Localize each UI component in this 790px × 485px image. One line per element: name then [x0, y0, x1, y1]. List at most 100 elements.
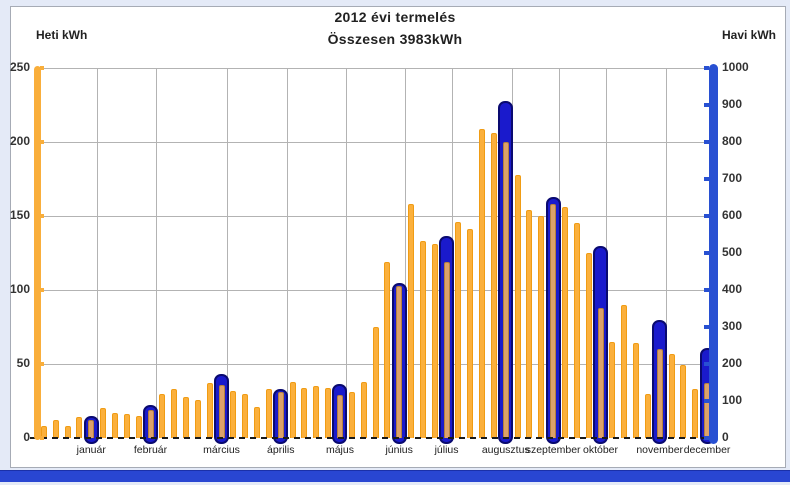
weekly-bar	[206, 383, 213, 438]
weekly-bar	[455, 221, 462, 438]
weekly-bar	[490, 133, 497, 438]
gridline-h	[38, 290, 713, 291]
gridline-h	[38, 142, 713, 143]
weekly-bar	[336, 395, 343, 438]
left-axis-tick-label: 200	[9, 134, 30, 148]
weekly-bar	[194, 399, 201, 438]
weekly-bar	[242, 393, 249, 438]
weekly-bar	[88, 420, 95, 438]
weekly-bar	[585, 253, 592, 438]
right-axis-tick-label: 500	[722, 245, 743, 259]
left-axis-tick-label: 50	[16, 356, 30, 370]
gridline-v	[345, 68, 347, 438]
weekly-bar	[396, 285, 403, 438]
month-label-március: március	[203, 444, 240, 456]
chart-title: 2012 évi termelés	[334, 9, 456, 25]
right-axis-tick-label: 200	[722, 356, 743, 370]
weekly-bar	[254, 406, 261, 438]
weekly-bar	[313, 386, 320, 438]
right-axis-tick-label: 1000	[722, 60, 749, 74]
gridline-v	[227, 68, 229, 438]
right-axis-tick	[704, 214, 709, 218]
chart-subtitle: Összesen 3983kWh	[327, 31, 463, 47]
month-label-november: november	[636, 444, 684, 456]
month-label-június: június	[385, 444, 413, 456]
gridline-v	[665, 68, 667, 438]
weekly-bar	[573, 223, 580, 438]
right-axis-tick	[704, 325, 709, 329]
left-axis-tick	[40, 436, 44, 440]
weekly-bar	[230, 390, 237, 438]
month-label-augusztus: augusztus	[481, 444, 530, 456]
left-axis-tick	[40, 66, 44, 70]
right-axis-tick-label: 400	[722, 282, 743, 296]
weekly-bar	[680, 365, 687, 438]
weekly-bar	[633, 343, 640, 438]
month-label-július: július	[434, 444, 459, 456]
right-axis-tick	[704, 251, 709, 255]
left-axis-tick	[40, 288, 44, 292]
weekly-bar	[561, 207, 568, 438]
gridline-v	[156, 68, 158, 438]
weekly-bar	[644, 393, 651, 438]
weekly-bar	[384, 261, 391, 438]
right-axis-tick	[704, 103, 709, 107]
right-axis-tick-label: 900	[722, 97, 743, 111]
weekly-bar	[467, 229, 474, 438]
left-axis-tick	[40, 140, 44, 144]
weekly-bar	[183, 396, 190, 438]
left-axis-tick-label: 100	[9, 282, 30, 296]
weekly-bar	[526, 210, 533, 438]
weekly-bar	[171, 389, 178, 438]
right-axis-tick-label: 0	[722, 430, 729, 444]
month-label-május: május	[325, 444, 354, 456]
month-label-január: január	[76, 444, 106, 456]
weekly-bar	[40, 426, 47, 438]
weekly-bar	[550, 204, 557, 438]
bottom-bar	[0, 470, 790, 482]
weekly-bar	[135, 415, 142, 438]
weekly-bar	[348, 392, 355, 438]
left-axis-line	[34, 66, 41, 440]
left-axis-title: Heti kWh	[36, 28, 88, 42]
gridline-v	[97, 68, 99, 438]
weekly-bar	[123, 414, 130, 438]
weekly-bar	[159, 393, 166, 438]
weekly-bar	[52, 420, 59, 438]
right-axis-tick	[704, 362, 709, 366]
weekly-bar	[502, 142, 509, 438]
gridline-v	[286, 68, 288, 438]
left-axis-tick-label: 250	[9, 60, 30, 74]
right-axis-tick	[704, 177, 709, 181]
month-label-szeptember: szeptember	[525, 444, 581, 456]
weekly-bar	[76, 417, 83, 438]
month-label-december: december	[683, 444, 731, 456]
weekly-bar	[479, 128, 486, 438]
weekly-bar	[443, 261, 450, 438]
right-axis-tick-label: 700	[722, 171, 743, 185]
right-axis-line	[709, 64, 718, 444]
month-label-február: február	[133, 444, 168, 456]
weekly-bar	[621, 304, 628, 438]
weekly-bar	[408, 204, 415, 438]
weekly-bar	[277, 392, 284, 438]
weekly-bar	[289, 381, 296, 438]
left-axis-tick-label: 0	[23, 430, 30, 444]
right-axis-tick-label: 800	[722, 134, 743, 148]
weekly-bar	[111, 412, 118, 438]
month-label-április: április	[267, 444, 295, 456]
weekly-bar	[360, 381, 367, 438]
zero-axis-line	[30, 437, 713, 439]
weekly-bar	[218, 384, 225, 438]
weekly-bar	[265, 389, 272, 438]
right-axis-tick	[704, 436, 709, 440]
right-axis-tick-label: 600	[722, 208, 743, 222]
weekly-bar	[597, 307, 604, 438]
left-axis-tick	[40, 214, 44, 218]
weekly-bar	[514, 174, 521, 438]
right-axis-tick	[704, 66, 709, 70]
left-axis-tick-label: 150	[9, 208, 30, 222]
weekly-bar	[372, 327, 379, 438]
